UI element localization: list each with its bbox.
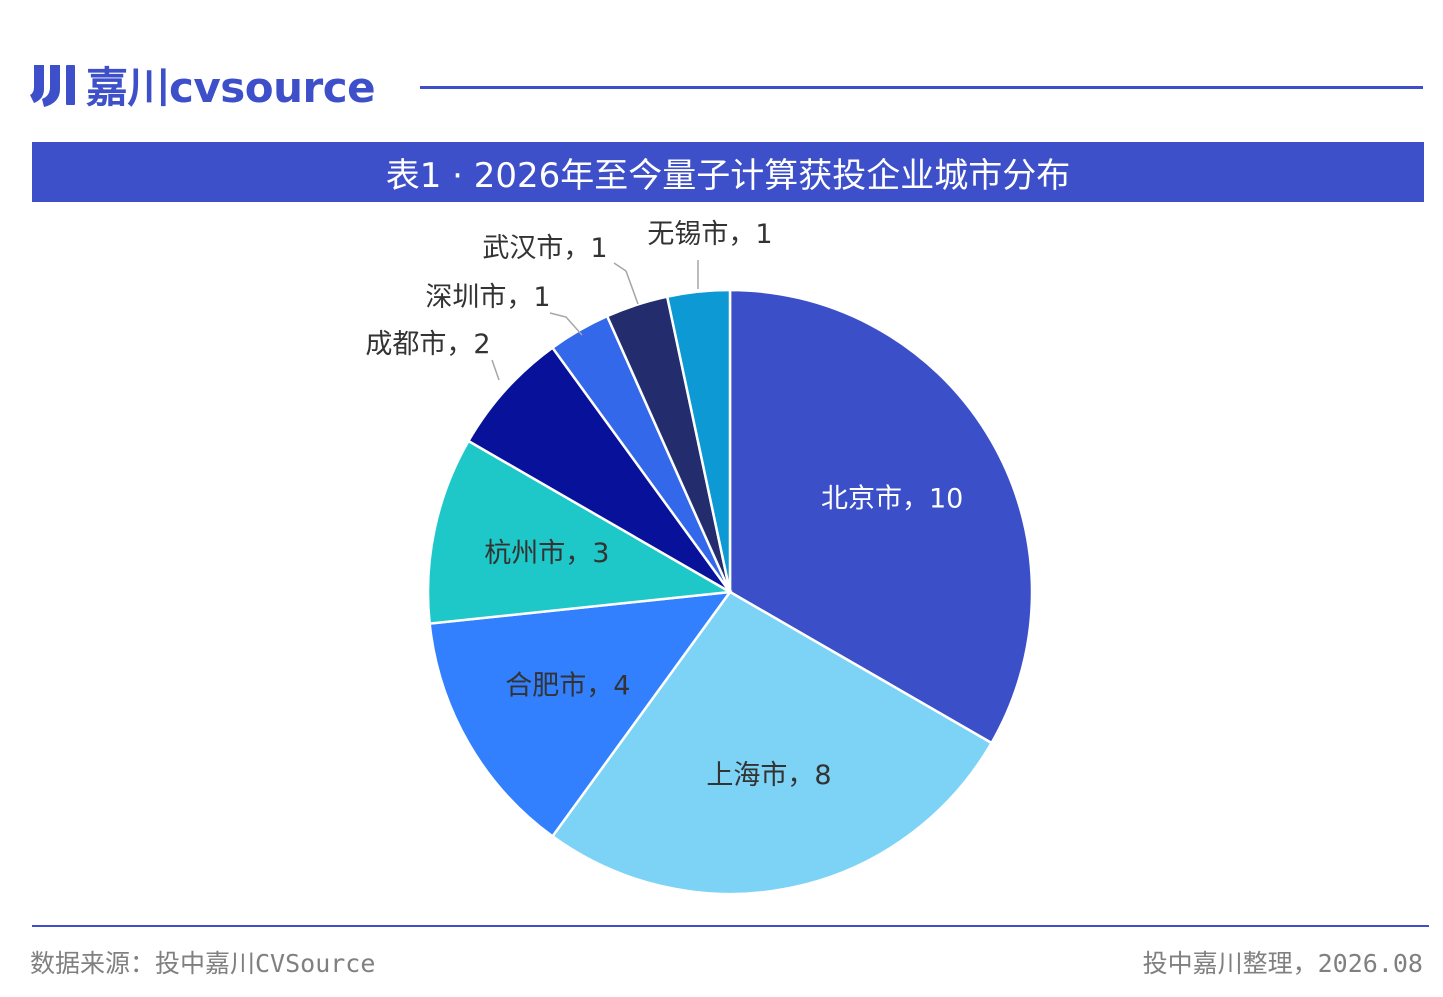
slice-label-6: 武汉市，1 <box>482 233 607 264</box>
slice-label-2: 合肥市，4 <box>505 671 630 702</box>
brand-logo: 嘉川cvsource <box>30 56 376 112</box>
pie-slice-3 <box>426 439 734 625</box>
footer-source: 数据来源：投中嘉川CVSource <box>30 949 376 978</box>
brand-name: 嘉川cvsource <box>86 62 376 112</box>
slice-label-1: 上海市，8 <box>706 760 831 791</box>
pie-slice-0 <box>728 288 1034 745</box>
leader-line-4 <box>491 359 500 381</box>
pie-slice-7 <box>665 288 732 593</box>
slice-label-4: 成都市，2 <box>365 329 490 360</box>
pie-chart: 北京市，10 上海市，8 合肥市，4 杭州市，3 成都市，2 深圳市，1 武汉市，1 无锡市，… <box>365 219 1034 896</box>
brand-logo-icon <box>30 65 75 107</box>
chart-title: 表1 · 2026年至今量子计算获投企业城市分布 <box>385 155 1071 196</box>
leader-line-5 <box>549 312 583 336</box>
footer-rule <box>32 925 1429 927</box>
slice-label-5: 深圳市，1 <box>425 282 550 313</box>
chart-title-bar: 表1 · 2026年至今量子计算获投企业城市分布 <box>32 142 1424 202</box>
footer-note: 投中嘉川整理，2026.08 <box>1142 949 1423 978</box>
pie-slice-4 <box>466 345 732 594</box>
pie-slice-1 <box>550 590 994 896</box>
slice-label-3: 杭州市，3 <box>484 538 609 569</box>
pie-slice-2 <box>428 590 733 839</box>
leader-line-6 <box>613 262 639 305</box>
slice-label-7: 无锡市，1 <box>647 219 772 250</box>
slice-label-0: 北京市，10 <box>821 483 963 514</box>
header-rule <box>420 86 1423 89</box>
